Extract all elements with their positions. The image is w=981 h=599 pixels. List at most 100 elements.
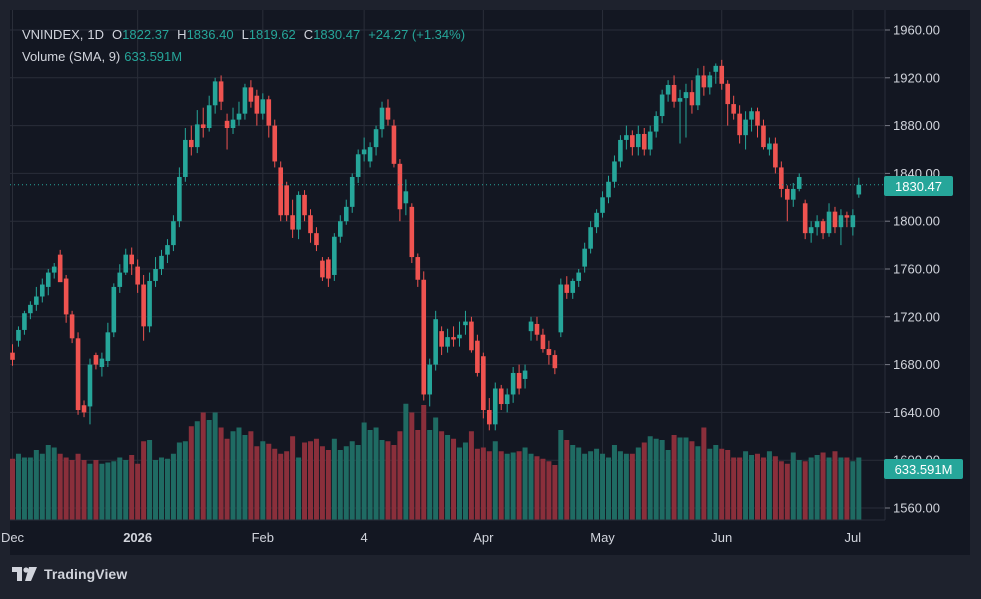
candle bbox=[28, 301, 33, 320]
time-axis[interactable]: Dec 2026 Feb 4 Apr May Jun Jul bbox=[1, 530, 861, 545]
candle bbox=[814, 215, 820, 236]
candle bbox=[206, 95, 212, 132]
candle bbox=[451, 326, 456, 347]
candle bbox=[135, 259, 140, 293]
candle bbox=[302, 190, 307, 222]
candle-body bbox=[689, 92, 695, 106]
candle-body bbox=[284, 185, 289, 216]
candle bbox=[737, 105, 742, 144]
candle-body bbox=[34, 296, 39, 305]
candle bbox=[785, 185, 790, 222]
candle-body bbox=[522, 370, 528, 379]
price-badge-text: 1830.47 bbox=[895, 179, 942, 194]
volume-bar bbox=[594, 448, 600, 520]
candle bbox=[45, 269, 51, 296]
volume-bar bbox=[141, 441, 147, 520]
candle bbox=[93, 352, 99, 370]
candle-body bbox=[838, 215, 844, 228]
candle bbox=[582, 242, 587, 273]
price-tick-label: 1800.00 bbox=[893, 214, 940, 229]
ohlc-legend: VNINDEX, 1D O 1822.37 H 1836.40 L 1819.62 C… bbox=[22, 24, 465, 46]
volume-bar bbox=[218, 427, 224, 520]
candle bbox=[826, 203, 832, 237]
legend-open-value: 1822.37 bbox=[122, 27, 170, 42]
volume-legend-label[interactable]: Volume (SMA, 9) bbox=[22, 49, 121, 64]
tradingview-brand[interactable]: TradingView bbox=[44, 566, 128, 582]
candle bbox=[379, 101, 385, 138]
volume-bar bbox=[576, 447, 582, 520]
candle bbox=[725, 80, 730, 126]
volume-bar bbox=[659, 440, 665, 520]
volume-bar bbox=[27, 457, 33, 520]
candle-body bbox=[677, 98, 683, 102]
candle-body bbox=[475, 340, 480, 373]
volume-bar bbox=[188, 426, 194, 520]
volume-badge-text: 633.591M bbox=[895, 462, 953, 477]
candle bbox=[457, 321, 462, 347]
volume-bars bbox=[10, 403, 862, 520]
candle bbox=[516, 364, 522, 395]
candle bbox=[189, 125, 194, 156]
volume-bar bbox=[170, 453, 176, 520]
price-tick-label: 1640.00 bbox=[893, 405, 940, 420]
volume-bar bbox=[528, 453, 534, 520]
candle-body bbox=[802, 203, 808, 234]
candle bbox=[636, 125, 641, 156]
tradingview-logo-icon[interactable] bbox=[12, 567, 38, 581]
candle-body bbox=[582, 248, 587, 267]
volume-bar bbox=[230, 431, 236, 520]
candle bbox=[475, 334, 480, 377]
candle-body bbox=[814, 221, 820, 228]
candle bbox=[534, 316, 540, 341]
candle bbox=[236, 101, 242, 126]
volume-bar bbox=[623, 453, 629, 520]
volume-bar bbox=[63, 457, 69, 520]
candle-body bbox=[659, 94, 665, 117]
candle bbox=[278, 161, 283, 222]
legend-interval[interactable]: 1D bbox=[87, 27, 105, 42]
volume-legend: Volume (SMA, 9) 633.591M bbox=[22, 46, 465, 68]
volume-bar bbox=[582, 453, 588, 520]
volume-bar bbox=[474, 448, 480, 520]
volume-bar bbox=[713, 445, 719, 520]
volume-bar bbox=[224, 438, 230, 520]
candle-body bbox=[731, 104, 736, 114]
candle bbox=[123, 248, 129, 275]
volume-bar bbox=[319, 446, 325, 520]
candle bbox=[75, 332, 81, 415]
candle bbox=[445, 328, 450, 353]
candle-body bbox=[820, 221, 826, 234]
volume-bar bbox=[689, 441, 695, 520]
volume-bar bbox=[600, 453, 606, 520]
candle-body bbox=[296, 194, 301, 230]
candle-body bbox=[445, 337, 450, 347]
candle-body bbox=[165, 245, 170, 255]
volume-bar bbox=[844, 457, 850, 520]
candle bbox=[838, 209, 844, 246]
candle-body bbox=[725, 83, 730, 105]
candle-body bbox=[695, 75, 701, 106]
candle bbox=[713, 63, 719, 84]
candle bbox=[564, 276, 570, 299]
volume-bar bbox=[337, 450, 343, 520]
candle bbox=[796, 173, 802, 192]
candle bbox=[558, 278, 564, 338]
candle bbox=[612, 155, 617, 188]
volume-bar bbox=[784, 463, 790, 520]
volume-bar bbox=[838, 457, 844, 520]
candle-body bbox=[653, 116, 659, 132]
volume-bar bbox=[200, 412, 206, 520]
candle-body bbox=[338, 221, 343, 237]
legend-close-label: C bbox=[303, 27, 314, 42]
candle bbox=[433, 310, 438, 371]
volume-bar bbox=[39, 453, 45, 520]
volume-bar bbox=[343, 446, 349, 520]
candle-body bbox=[111, 286, 117, 333]
candle bbox=[290, 199, 295, 238]
legend-symbol[interactable]: VNINDEX bbox=[22, 27, 80, 42]
candle-body bbox=[826, 211, 832, 234]
candle bbox=[284, 181, 289, 222]
candle-body bbox=[498, 388, 504, 405]
candle bbox=[34, 286, 39, 311]
candlesticks[interactable] bbox=[10, 59, 862, 431]
